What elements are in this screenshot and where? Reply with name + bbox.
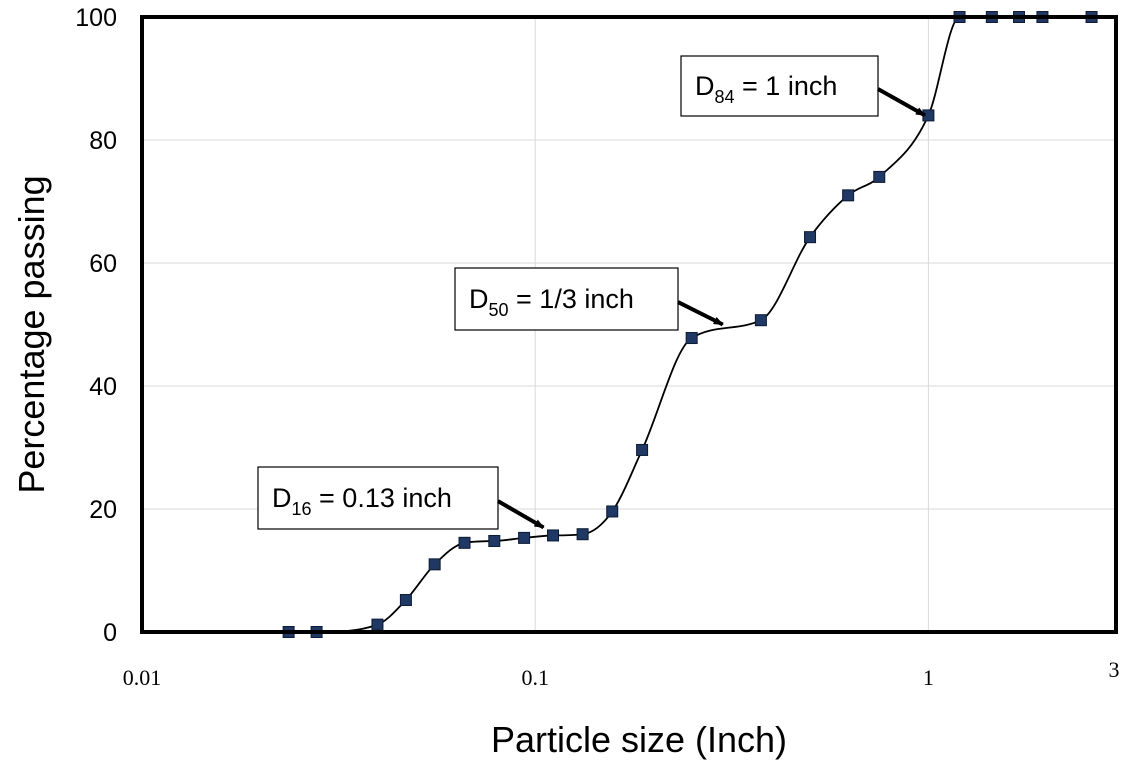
x-tick-labels: 0.01 0.1 1 3 xyxy=(123,657,1120,690)
annotation-callout: D16 = 0.13 inch xyxy=(257,466,545,530)
annotation-callout: D84 = 1 inch xyxy=(680,55,926,118)
y-tick-label: 100 xyxy=(75,4,117,32)
data-point xyxy=(371,618,384,631)
plot-frame xyxy=(140,15,1118,634)
data-point xyxy=(842,189,855,202)
data-point xyxy=(685,332,698,345)
x-tick-label: 0.1 xyxy=(521,665,549,690)
annotation-arrow xyxy=(496,499,545,530)
data-point xyxy=(547,529,560,542)
y-axis-title: Percentage passing xyxy=(11,175,52,493)
annotations: D16 = 0.13 inch D50 = 1/3 inch D84 = 1 inc… xyxy=(257,55,926,530)
y-tick-label: 0 xyxy=(103,619,117,647)
annotation-box xyxy=(680,55,879,117)
annotation-label: D50 = 1/3 inch xyxy=(469,284,634,320)
data-point xyxy=(399,594,412,607)
annotation-callout: D50 = 1/3 inch xyxy=(454,267,724,331)
y-tick-label: 40 xyxy=(89,373,117,401)
data-point xyxy=(873,170,886,183)
data-point xyxy=(754,314,767,327)
y-tick-labels: 0 20 40 60 80 100 xyxy=(75,4,117,647)
data-point xyxy=(518,531,531,544)
data-point xyxy=(804,231,817,244)
data-point xyxy=(636,443,649,456)
x-tick-label: 1 xyxy=(923,665,934,690)
y-tick-label: 60 xyxy=(89,250,117,278)
x-tick-label: 0.01 xyxy=(123,665,162,690)
annotation-arrow xyxy=(677,300,724,327)
y-tick-label: 80 xyxy=(89,127,117,155)
annotation-box xyxy=(454,267,679,331)
annotation-label: D84 = 1 inch xyxy=(695,71,837,107)
annotation-label: D16 = 0.13 inch xyxy=(272,483,452,519)
y-tick-label: 20 xyxy=(89,496,117,524)
data-point xyxy=(428,558,441,571)
data-point xyxy=(576,528,589,541)
x-axis-title: Particle size (Inch) xyxy=(491,719,787,760)
annotation-box xyxy=(257,466,499,530)
x-tick-label: 3 xyxy=(1109,657,1120,682)
data-point xyxy=(606,505,619,518)
data-point xyxy=(488,534,501,547)
annotation-arrow xyxy=(877,87,926,118)
data-point xyxy=(458,536,471,549)
